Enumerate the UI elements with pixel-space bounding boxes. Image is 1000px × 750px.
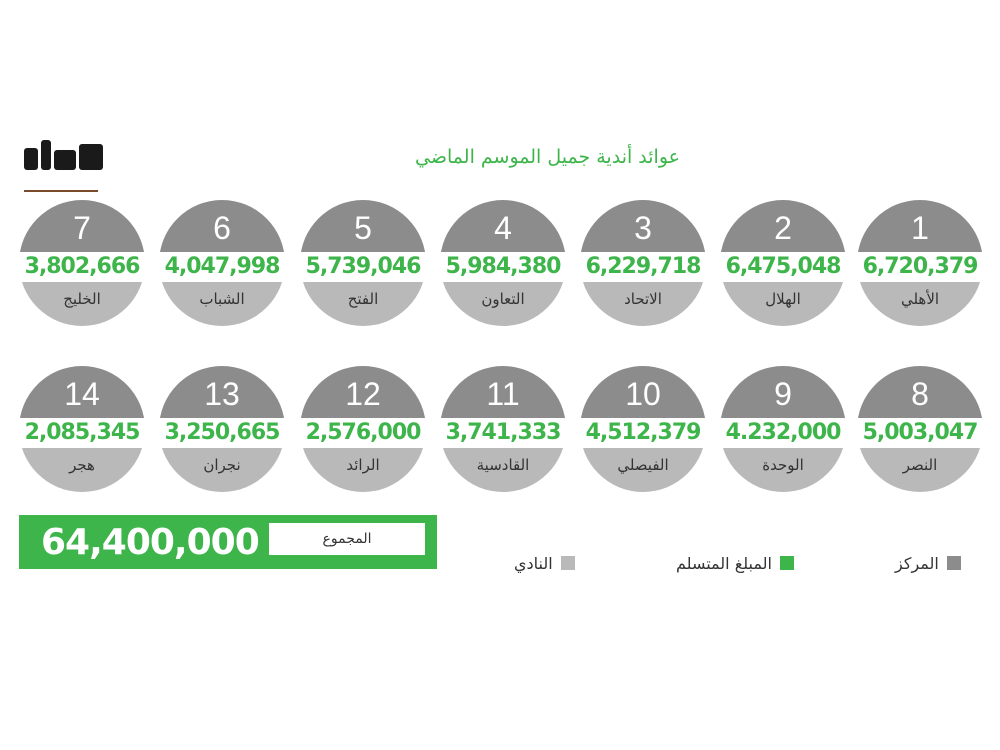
club-rank: 6 bbox=[159, 200, 285, 252]
club-card-7: 7 3,802,666 الخليج bbox=[19, 200, 145, 326]
club-amount: 3,741,333 bbox=[440, 418, 566, 448]
club-card-4: 4 5,984,380 التعاون bbox=[440, 200, 566, 326]
total-value: 64,400,000 bbox=[41, 522, 260, 563]
total-bar: 64,400,000 المجموع bbox=[19, 515, 437, 569]
club-name: نجران bbox=[159, 448, 285, 492]
club-card-10: 10 4,512,379 الفيصلي bbox=[580, 366, 706, 492]
legend-amount: المبلغ المتسلم bbox=[676, 553, 794, 573]
legend-rank-swatch bbox=[946, 556, 961, 570]
club-amount: 2,085,345 bbox=[19, 418, 145, 448]
club-rank: 1 bbox=[857, 200, 983, 252]
club-rank: 14 bbox=[19, 366, 145, 418]
club-card-1: 1 6,720,379 الأهلي bbox=[857, 200, 983, 326]
club-amount: 6,720,379 bbox=[857, 252, 983, 282]
legend-rank: المركز bbox=[895, 553, 961, 573]
club-name: الخليج bbox=[19, 282, 145, 326]
logo bbox=[24, 138, 106, 192]
legend-club-swatch bbox=[560, 556, 575, 570]
legend-amount-label: المبلغ المتسلم bbox=[676, 553, 772, 573]
club-card-9: 9 4.232,000 الوحدة bbox=[720, 366, 846, 492]
club-rank: 11 bbox=[440, 366, 566, 418]
club-name: التعاون bbox=[440, 282, 566, 326]
legend-club: النادي bbox=[514, 553, 575, 573]
legend-rank-label: المركز bbox=[895, 553, 939, 573]
club-card-5: 5 5,739,046 الفتح bbox=[300, 200, 426, 326]
club-name: الاتحاد bbox=[580, 282, 706, 326]
club-name: هجر bbox=[19, 448, 145, 492]
club-rank: 2 bbox=[720, 200, 846, 252]
club-card-3: 3 6,229,718 الاتحاد bbox=[580, 200, 706, 326]
club-rank: 13 bbox=[159, 366, 285, 418]
club-amount: 5,003,047 bbox=[857, 418, 983, 448]
club-rank: 7 bbox=[19, 200, 145, 252]
club-card-12: 12 2,576,000 الرائد bbox=[300, 366, 426, 492]
club-rank: 12 bbox=[300, 366, 426, 418]
club-name: الأهلي bbox=[857, 282, 983, 326]
club-name: الرائد bbox=[300, 448, 426, 492]
club-name: الفيصلي bbox=[580, 448, 706, 492]
club-amount: 6,229,718 bbox=[580, 252, 706, 282]
club-card-2: 2 6,475,048 الهلال bbox=[720, 200, 846, 326]
club-rank: 5 bbox=[300, 200, 426, 252]
club-amount: 4.232,000 bbox=[720, 418, 846, 448]
club-amount: 4,047,998 bbox=[159, 252, 285, 282]
club-amount: 3,250,665 bbox=[159, 418, 285, 448]
club-card-13: 13 3,250,665 نجران bbox=[159, 366, 285, 492]
total-label: المجموع bbox=[269, 523, 425, 555]
club-name: الشباب bbox=[159, 282, 285, 326]
logo-mark bbox=[24, 138, 106, 170]
club-amount: 2,576,000 bbox=[300, 418, 426, 448]
club-card-8: 8 5,003,047 النصر bbox=[857, 366, 983, 492]
club-amount: 4,512,379 bbox=[580, 418, 706, 448]
club-name: النصر bbox=[857, 448, 983, 492]
club-amount: 5,739,046 bbox=[300, 252, 426, 282]
logo-rule bbox=[24, 190, 98, 192]
club-rank: 9 bbox=[720, 366, 846, 418]
legend-amount-swatch bbox=[779, 556, 794, 570]
club-rank: 10 bbox=[580, 366, 706, 418]
club-rank: 3 bbox=[580, 200, 706, 252]
club-rank: 8 bbox=[857, 366, 983, 418]
club-amount: 5,984,380 bbox=[440, 252, 566, 282]
club-name: الفتح bbox=[300, 282, 426, 326]
club-rank: 4 bbox=[440, 200, 566, 252]
club-name: الهلال bbox=[720, 282, 846, 326]
legend-club-label: النادي bbox=[514, 553, 553, 573]
page-title: عوائد أندية جميل الموسم الماضي bbox=[415, 146, 680, 168]
club-card-11: 11 3,741,333 القادسية bbox=[440, 366, 566, 492]
club-card-6: 6 4,047,998 الشباب bbox=[159, 200, 285, 326]
club-card-14: 14 2,085,345 هجر bbox=[19, 366, 145, 492]
club-amount: 3,802,666 bbox=[19, 252, 145, 282]
club-name: القادسية bbox=[440, 448, 566, 492]
club-amount: 6,475,048 bbox=[720, 252, 846, 282]
club-name: الوحدة bbox=[720, 448, 846, 492]
